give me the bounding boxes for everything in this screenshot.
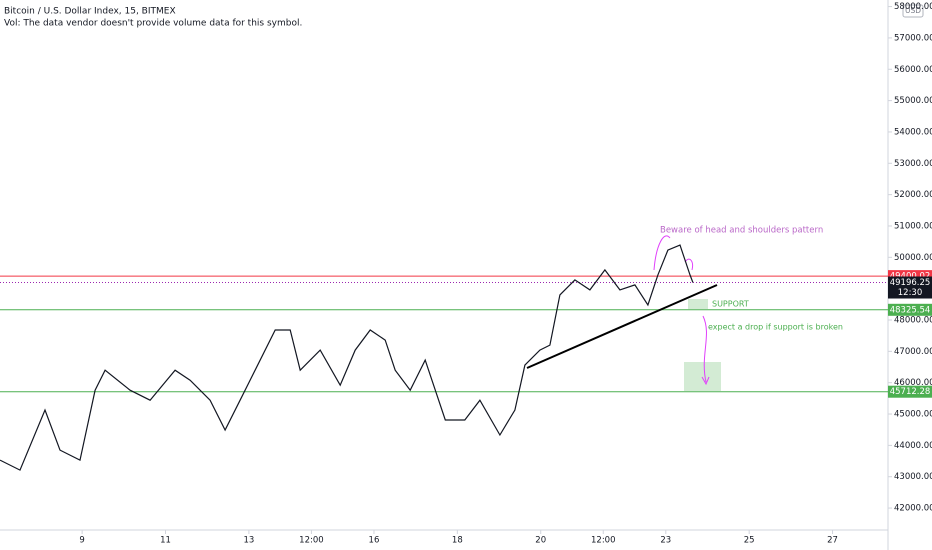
y-tick-label: 52000.00: [894, 190, 932, 200]
target-box: [684, 362, 721, 391]
grid: [0, 275, 888, 393]
last-price-label: 49196.25: [890, 278, 931, 288]
plot: [0, 244, 694, 471]
annotation: SUPPORT: [712, 300, 749, 309]
x-tick-label: 16: [369, 536, 380, 546]
countdown: 12:30: [898, 288, 923, 298]
y-tick-label: 42000.00: [894, 504, 932, 514]
currency[interactable]: USD: [905, 6, 921, 15]
axis: 42000.00 43000.00 44000.00 45000.00 46000.00…: [79, 2, 932, 546]
level-label: 45712.28: [890, 387, 931, 397]
x-tick-label: 13: [243, 536, 254, 546]
level-label: 48325.54: [890, 305, 931, 315]
level-label-bg: [888, 385, 932, 398]
price-line: [0, 244, 694, 471]
y-tick-label: 55000.00: [894, 96, 932, 106]
y-tick-label: 54000.00: [894, 127, 932, 137]
x-tick-label: 20: [535, 536, 546, 546]
y-tick-label: 51000.00: [894, 221, 932, 231]
x-tick-label: 9: [79, 536, 84, 546]
x-tick-label: 25: [744, 536, 755, 546]
y-tick-label: 45000.00: [894, 410, 932, 420]
annotation: Beware of head and shoulders pattern: [660, 226, 823, 236]
drop-arrow: [702, 315, 707, 383]
drop-arrow-head: [701, 376, 710, 386]
last-price-bg: [888, 276, 932, 299]
y-tick-label: 47000.00: [894, 347, 932, 357]
y-tick-label: 48000.00: [894, 316, 932, 326]
y-tick-label: 46000.00: [894, 378, 932, 388]
currency-badge[interactable]: [902, 4, 924, 18]
x-tick-label: 12:00: [591, 536, 616, 546]
y-tick-label: 50000.00: [894, 253, 932, 263]
y-tick-label: 53000.00: [894, 159, 932, 169]
y-tick-label: 57000.00: [894, 33, 932, 43]
x-tick-label: 11: [160, 536, 171, 546]
x-tick-label: 12:00: [299, 536, 324, 546]
level-label-bg: [888, 303, 932, 316]
chart-title: Bitcoin / U.S. Dollar Index, 15, BITMEX: [4, 7, 176, 17]
x-tick-label: 18: [452, 536, 463, 546]
support-box: [688, 299, 708, 309]
x-tick-label: 27: [827, 536, 838, 546]
x-tick-label: 23: [660, 536, 671, 546]
y-tick-label: 44000.00: [894, 441, 932, 451]
y-tick-label: 58000.00: [894, 2, 932, 12]
chart-subtitle: Vol: The data vendor doesn't provide vol…: [4, 19, 302, 29]
trendline: [526, 284, 718, 369]
y-tick-label: 43000.00: [894, 472, 932, 482]
annotation: expect a drop if support is broken: [708, 323, 843, 332]
pattern-curves: [653, 235, 693, 271]
y-tick-label: 56000.00: [894, 65, 932, 75]
